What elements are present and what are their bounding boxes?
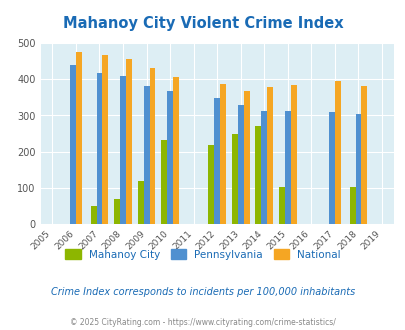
Bar bbox=[208, 145, 214, 224]
Bar bbox=[284, 111, 290, 224]
Bar bbox=[220, 83, 226, 224]
Bar bbox=[173, 77, 179, 224]
Bar bbox=[231, 134, 237, 224]
Bar bbox=[360, 86, 367, 224]
Text: Crime Index corresponds to incidents per 100,000 inhabitants: Crime Index corresponds to incidents per… bbox=[51, 287, 354, 297]
Bar bbox=[167, 91, 173, 224]
Bar bbox=[114, 199, 120, 224]
Bar bbox=[334, 82, 340, 224]
Bar bbox=[214, 98, 220, 224]
Bar bbox=[76, 52, 82, 224]
Bar bbox=[70, 65, 76, 224]
Bar bbox=[120, 76, 126, 224]
Bar bbox=[255, 126, 261, 224]
Bar bbox=[261, 111, 266, 224]
Bar bbox=[237, 105, 243, 224]
Bar bbox=[161, 140, 167, 224]
Text: © 2025 CityRating.com - https://www.cityrating.com/crime-statistics/: © 2025 CityRating.com - https://www.city… bbox=[70, 318, 335, 327]
Bar bbox=[102, 55, 108, 224]
Bar bbox=[349, 187, 355, 224]
Bar bbox=[149, 68, 155, 224]
Bar bbox=[143, 86, 149, 224]
Bar bbox=[328, 112, 334, 224]
Bar bbox=[266, 87, 273, 224]
Bar bbox=[126, 59, 132, 224]
Text: Mahanoy City Violent Crime Index: Mahanoy City Violent Crime Index bbox=[62, 16, 343, 31]
Bar bbox=[355, 114, 360, 224]
Bar bbox=[137, 181, 143, 224]
Bar bbox=[290, 85, 296, 224]
Bar bbox=[243, 91, 249, 224]
Bar bbox=[90, 206, 96, 224]
Legend: Mahanoy City, Pennsylvania, National: Mahanoy City, Pennsylvania, National bbox=[61, 245, 344, 264]
Bar bbox=[96, 73, 102, 224]
Bar bbox=[278, 187, 284, 224]
